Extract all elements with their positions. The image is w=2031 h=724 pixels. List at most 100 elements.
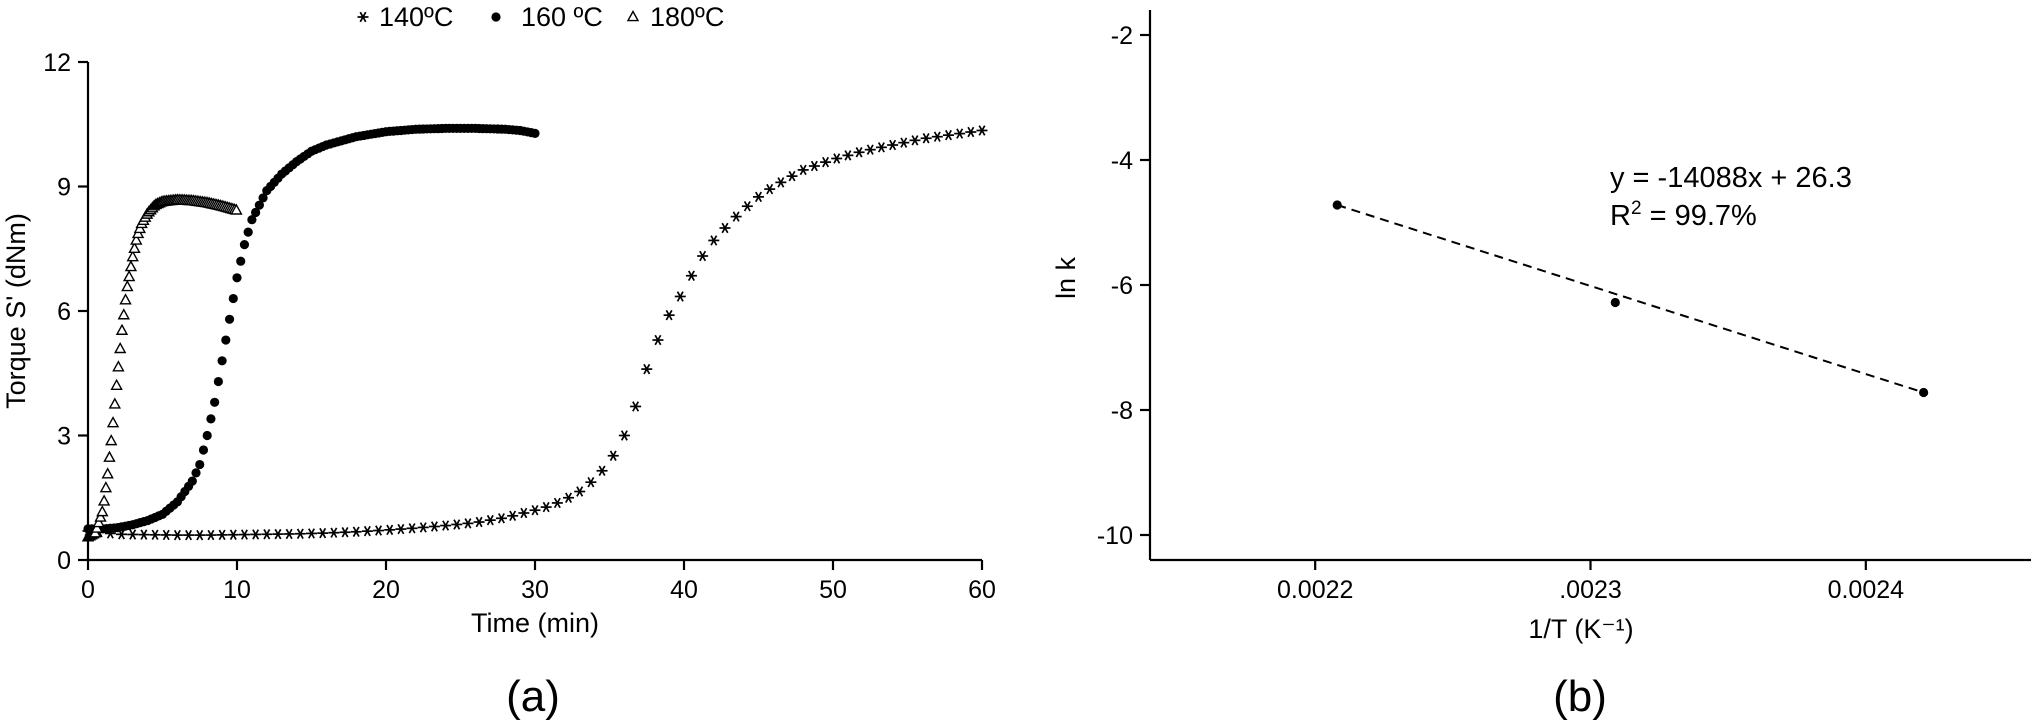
data-point bbox=[919, 132, 933, 144]
data-point bbox=[305, 527, 318, 540]
data-point bbox=[114, 342, 126, 354]
panel-a-x-tick-label: 0 bbox=[81, 576, 95, 604]
panel-b-y-tick-label: -4 bbox=[1111, 147, 1133, 175]
panel-a-data bbox=[81, 123, 989, 542]
panel-b-axes: 0.0022 .0023 0.0024 -10 -8 -6 -4 -2 bbox=[1097, 10, 2031, 604]
data-point bbox=[562, 492, 575, 504]
data-point bbox=[886, 139, 899, 151]
data-point bbox=[316, 527, 330, 539]
panel-a-x-tick-label: 10 bbox=[223, 576, 251, 604]
data-point bbox=[338, 526, 352, 538]
data-point bbox=[198, 445, 209, 455]
legend-marker-180 bbox=[627, 10, 639, 22]
data-point bbox=[193, 529, 207, 541]
data-point bbox=[1332, 200, 1342, 210]
data-point bbox=[696, 250, 709, 262]
data-point bbox=[217, 356, 227, 366]
data-point bbox=[506, 510, 520, 522]
data-point bbox=[673, 290, 687, 303]
data-point bbox=[819, 156, 832, 168]
data-point bbox=[96, 505, 109, 517]
panel-b-y-tick-label: -2 bbox=[1111, 22, 1133, 50]
data-point bbox=[159, 529, 173, 541]
panel-b-x-axis-title: 1/T (K⁻¹) bbox=[1528, 614, 1633, 644]
data-point bbox=[517, 507, 531, 519]
data-point bbox=[210, 397, 220, 407]
data-point bbox=[119, 294, 132, 305]
data-point bbox=[852, 146, 866, 158]
fit-r-squared: R2 = 99.7% bbox=[1610, 198, 1757, 232]
data-point bbox=[863, 144, 877, 156]
data-point bbox=[243, 227, 253, 237]
data-point bbox=[121, 280, 134, 292]
series-2 bbox=[82, 193, 243, 542]
panel-b-x-tick-label: 0.0024 bbox=[1828, 576, 1905, 604]
data-point bbox=[662, 309, 676, 321]
panel-a-x-tick-label: 20 bbox=[372, 576, 400, 604]
data-point bbox=[897, 137, 911, 149]
data-point bbox=[107, 416, 119, 428]
data-point bbox=[238, 528, 251, 541]
data-point bbox=[100, 481, 112, 493]
data-point bbox=[293, 528, 307, 540]
data-point bbox=[372, 524, 385, 537]
data-point bbox=[763, 183, 777, 195]
data-point bbox=[528, 504, 542, 516]
data-point bbox=[495, 512, 508, 524]
data-point bbox=[191, 468, 201, 478]
data-point bbox=[785, 170, 799, 182]
data-point bbox=[841, 149, 855, 162]
legend: 140ºC 160 ºC 180ºC bbox=[356, 2, 724, 32]
data-point bbox=[651, 334, 665, 346]
data-point bbox=[123, 270, 135, 282]
data-point bbox=[112, 360, 125, 372]
panel-b-label: (b) bbox=[1553, 672, 1607, 721]
r2-value: = 99.7% bbox=[1642, 200, 1757, 232]
data-point bbox=[271, 528, 285, 540]
panel-a-label: (a) bbox=[506, 672, 560, 721]
data-point bbox=[461, 517, 475, 530]
data-point bbox=[182, 529, 195, 541]
data-point bbox=[118, 308, 130, 320]
panel-a-y-tick-label: 3 bbox=[57, 423, 71, 451]
legend-marker-140 bbox=[356, 11, 370, 23]
data-point bbox=[752, 191, 765, 203]
data-point bbox=[964, 126, 978, 138]
data-point bbox=[213, 376, 223, 387]
panel-b-y-tick-label: -6 bbox=[1111, 272, 1133, 300]
panel-a-x-tick-label: 30 bbox=[521, 576, 549, 604]
series-0 bbox=[81, 124, 989, 541]
data-point bbox=[171, 529, 184, 541]
panel-a-y-tick-label: 0 bbox=[57, 547, 71, 575]
data-point bbox=[1610, 297, 1620, 308]
data-point bbox=[101, 468, 114, 479]
data-point bbox=[394, 523, 408, 535]
panel-a-x-tick-label: 40 bbox=[670, 576, 698, 604]
data-point bbox=[249, 528, 262, 541]
data-point bbox=[808, 160, 821, 172]
data-point bbox=[530, 128, 540, 138]
data-point bbox=[260, 528, 274, 540]
data-point bbox=[327, 527, 341, 539]
data-point bbox=[226, 529, 240, 541]
legend-label-160: 160 ºC bbox=[521, 2, 603, 32]
data-point bbox=[109, 398, 121, 409]
data-point bbox=[875, 141, 888, 153]
data-point bbox=[908, 134, 922, 146]
panel-b-y-tick-label: -8 bbox=[1111, 397, 1133, 425]
panel-a-y-axis-title: Torque S' (dNm) bbox=[1, 213, 31, 409]
data-point bbox=[729, 210, 743, 223]
data-point bbox=[685, 270, 698, 282]
data-point bbox=[187, 476, 197, 486]
data-point bbox=[1919, 387, 1929, 398]
data-point bbox=[239, 240, 250, 250]
panel-b: 0.0022 .0023 0.0024 -10 -8 -6 -4 -2 1/T (K⁻¹) l… bbox=[1051, 10, 2031, 721]
data-point bbox=[236, 256, 246, 266]
legend-label-180: 180ºC bbox=[650, 2, 724, 32]
data-point bbox=[942, 129, 955, 141]
data-point bbox=[206, 414, 216, 424]
data-point bbox=[116, 324, 128, 335]
data-point bbox=[110, 379, 123, 391]
panel-a-axes: 0 10 20 30 40 50 60 0 3 6 9 12 bbox=[43, 49, 996, 604]
